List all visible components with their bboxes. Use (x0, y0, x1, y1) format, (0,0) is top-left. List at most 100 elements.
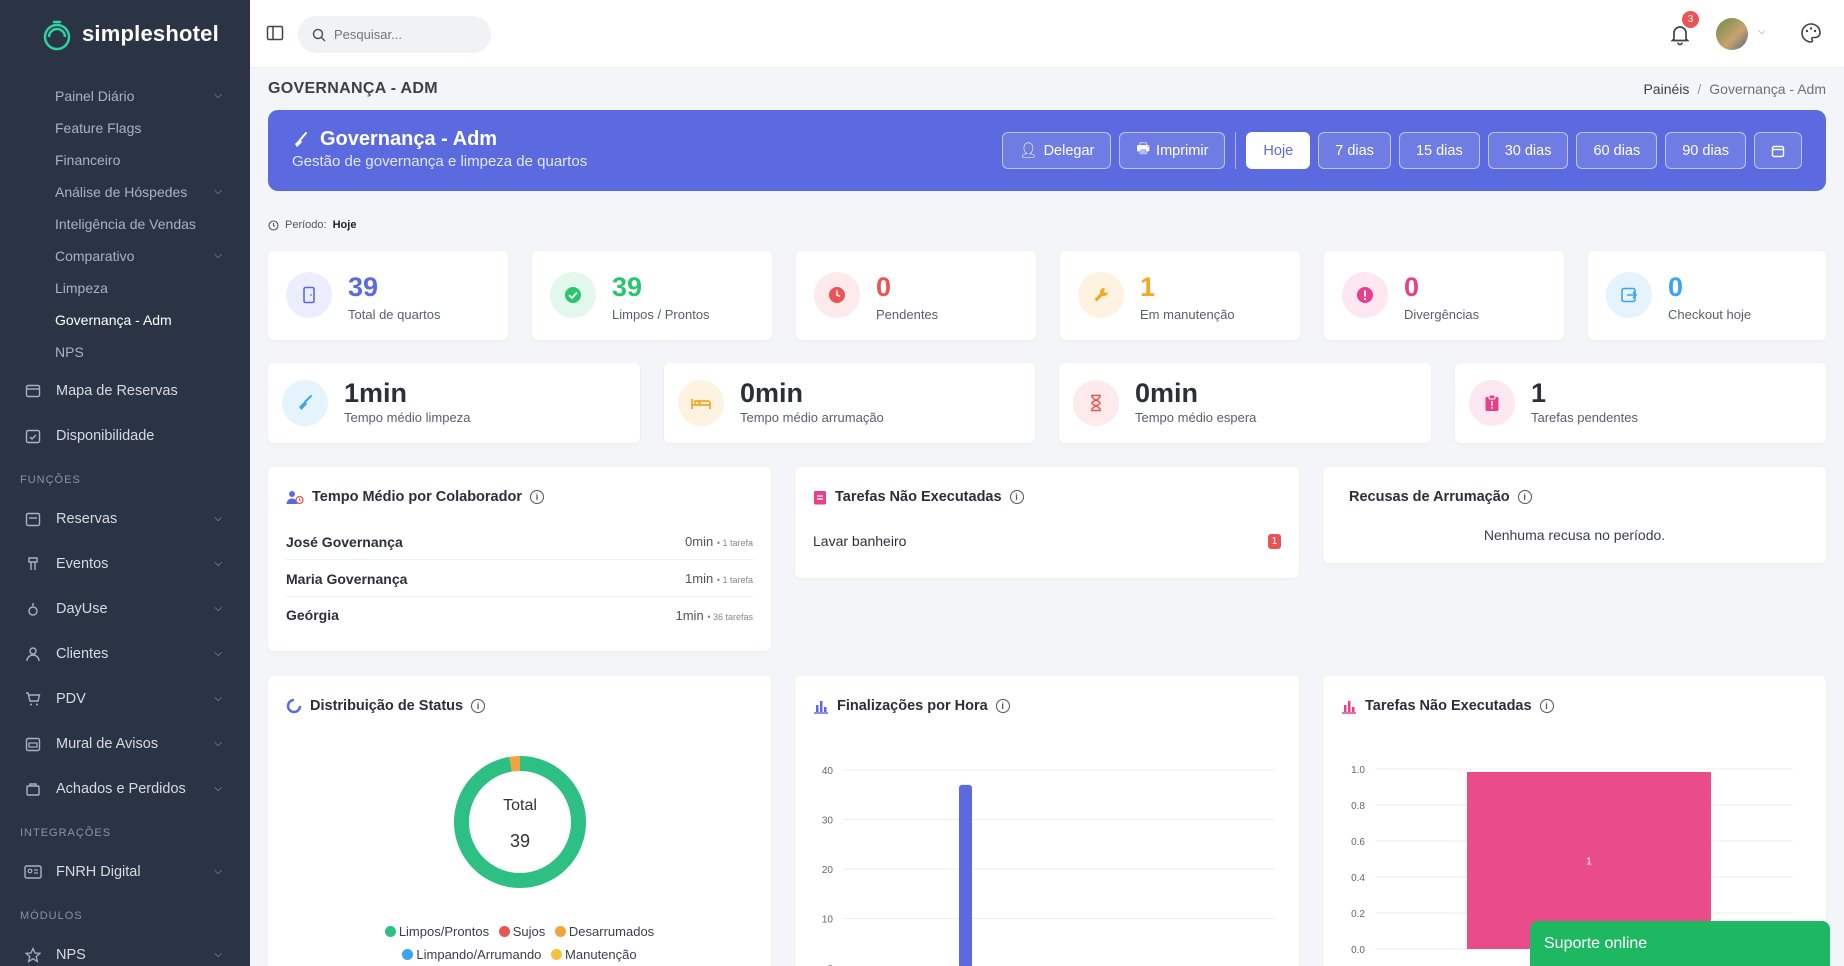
panel-title-text: Tempo Médio por Colaborador (312, 489, 522, 505)
donut-slice-limpos-prontos (454, 756, 586, 888)
stat-label: Em manutenção (1140, 307, 1235, 322)
sidebar-item-painel-diario[interactable]: Painel Diário ⌵ (0, 80, 250, 112)
section-modulos: MÓDULOS (20, 910, 83, 922)
stat-label: Tempo médio limpeza (344, 410, 471, 425)
sidebar-item-reservas[interactable]: Reservas ⌵ (0, 496, 250, 541)
stat-value: 0 (876, 272, 892, 302)
y-tick-label: 0.4 (1351, 873, 1365, 884)
delegar-button[interactable]: 👤︎ Delegar (1002, 132, 1112, 169)
bed-icon (678, 380, 724, 426)
sidebar-item-disponibilidade[interactable]: Disponibilidade (0, 413, 250, 458)
legend-item[interactable]: Limpando/Arrumando (402, 947, 541, 962)
sidebar-item-financeiro[interactable]: Financeiro (0, 144, 250, 176)
sidebar-item-limpeza[interactable]: Limpeza (0, 272, 250, 304)
period-15-dias-button[interactable]: 15 dias (1398, 132, 1480, 169)
sidebar-item-fnrh-digital[interactable]: FNRH Digital ⌵ (0, 849, 250, 894)
calendar-check-icon (24, 427, 42, 445)
info-icon[interactable]: i (995, 699, 1010, 713)
stat-label: Total de quartos (348, 307, 441, 322)
stat-card-limpos: 39 Limpos / Prontos (532, 251, 772, 340)
breadcrumb-parent[interactable]: Painéis (1643, 81, 1690, 97)
period-7-dias-button[interactable]: 7 dias (1318, 132, 1391, 169)
legend-item[interactable]: Sujos (498, 924, 545, 939)
tarefas-bar-chart: 0.00.20.40.60.81.010 (1351, 765, 1793, 965)
sidebar-item-comparativo[interactable]: Comparativo ⌵ (0, 240, 250, 272)
stat-label: Divergências (1404, 307, 1480, 322)
stat-card-divergencias: 0 Divergências (1324, 251, 1564, 340)
legend-item[interactable]: Desarrumados (554, 924, 654, 939)
sidebar-item-label: Limpeza (55, 280, 108, 296)
calendar-button[interactable] (1754, 132, 1802, 169)
stat-label: Limpos / Prontos (612, 307, 710, 322)
sidebar-item-analise-hospedes[interactable]: Análise de Hóspedes ⌵ (0, 176, 250, 208)
donut-center-label: Total (503, 797, 537, 814)
sidebar-item-label: Financeiro (55, 152, 121, 168)
clock-alert-icon (814, 272, 860, 318)
sidebar-item-label: Painel Diário (55, 88, 135, 104)
stat-value: 0 (1668, 272, 1684, 302)
period-90-dias-button[interactable]: 90 dias (1665, 132, 1746, 169)
stat-card-pendentes: 0 Pendentes (796, 251, 1036, 340)
sidebar-toggle-icon[interactable] (266, 24, 284, 42)
finalizacoes-bar-chart: 0 10 20 30 40 (822, 766, 1275, 966)
info-icon[interactable]: i (1009, 490, 1024, 504)
panel-title: Finalizações por Hora i (813, 698, 1010, 714)
y-tick-label: 0.8 (1351, 801, 1365, 812)
logout-icon (1606, 272, 1652, 318)
sidebar-item-mural-avisos[interactable]: Mural de Avisos ⌵ (0, 721, 250, 766)
periodo-indicator: Período: Hoje (268, 219, 356, 231)
imprimir-button[interactable]: 🖶︎ Imprimir (1119, 132, 1226, 169)
search-input[interactable] (334, 27, 474, 42)
tempo-colaborador-panel: Tempo Médio por Colaborador i José Gover… (268, 467, 771, 651)
sidebar-item-dayuse[interactable]: DayUse ⌵ (0, 586, 250, 631)
banner-title: Governança - Adm (292, 128, 497, 151)
sidebar-item-mapa-reservas[interactable]: Mapa de Reservas (0, 368, 250, 413)
legend-item[interactable]: Manutenção (551, 947, 637, 962)
info-icon[interactable]: i (529, 490, 544, 504)
stat-label: Pendentes (876, 307, 939, 322)
panel-title: Recusas de Arrumação i (1349, 489, 1532, 505)
donut-slice-desarrumados (509, 756, 520, 772)
sidebar-item-feature-flags[interactable]: Feature Flags (0, 112, 250, 144)
info-icon[interactable]: i (471, 699, 486, 713)
empty-state-text: Nenhuma recusa no período. (1483, 527, 1666, 543)
y-tick-label: 1.0 (1351, 765, 1365, 776)
sidebar-item-nps[interactable]: NPS (0, 336, 250, 368)
brand[interactable]: simpleshotel (0, 0, 250, 68)
info-icon[interactable]: i (1517, 490, 1532, 504)
bar (1467, 772, 1711, 949)
sidebar-item-pdv[interactable]: PDV ⌵ (0, 676, 250, 721)
info-icon[interactable]: i (1539, 699, 1554, 713)
list-item: Lavar banheiro 1 (813, 533, 1281, 549)
user-icon (24, 645, 42, 663)
period-hoje-button[interactable]: Hoje (1246, 132, 1311, 169)
period-30-dias-button[interactable]: 30 dias (1487, 132, 1569, 169)
time-value: 0min (685, 534, 714, 549)
tarefas-nao-executadas-chart-panel: Tarefas Não Executadas i 0.0 0.2 0.4 0.6 0.8… (1323, 676, 1826, 966)
search-icon (312, 28, 326, 42)
sidebar-item-governanca-adm[interactable]: Governança - Adm (0, 304, 250, 336)
legend-dot (384, 926, 396, 937)
stat-card-total-quartos: 39 Total de quartos (268, 251, 508, 340)
check-circle-icon (550, 272, 596, 318)
sidebar-item-label: Análise de Hóspedes (55, 184, 188, 200)
sidebar-item-nps-modulo[interactable]: NPS ⌵ (0, 932, 250, 966)
chevron-down-icon[interactable]: ⌵ (1758, 26, 1766, 37)
search-box[interactable] (298, 16, 491, 53)
sidebar-item-clientes[interactable]: Clientes ⌵ (0, 631, 250, 676)
suporte-online-button[interactable]: Suporte online (1530, 921, 1830, 966)
sidebar-item-inteligencia-vendas[interactable]: Inteligência de Vendas (0, 208, 250, 240)
legend-item[interactable]: Limpos/Prontos (384, 924, 489, 939)
colaborador-name: José Governança (286, 533, 403, 550)
palette-icon[interactable] (1800, 22, 1822, 44)
sidebar-item-eventos[interactable]: Eventos ⌵ (0, 541, 250, 586)
sidebar-item-achados-perdidos[interactable]: Achados e Perdidos ⌵ (0, 766, 250, 811)
chevron-down-icon: ⌵ (214, 90, 222, 101)
avatar[interactable] (1716, 18, 1748, 50)
legend-dot (554, 926, 566, 937)
periodo-value: Hoje (332, 219, 357, 231)
donut-chart (454, 756, 586, 888)
task-count: • 1 tarefa (716, 538, 753, 548)
period-60-dias-button[interactable]: 60 dias (1576, 132, 1658, 169)
bell-icon[interactable] (1668, 22, 1692, 46)
